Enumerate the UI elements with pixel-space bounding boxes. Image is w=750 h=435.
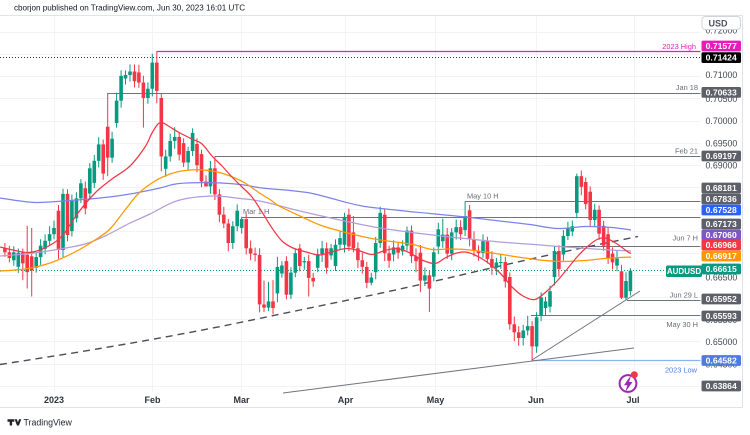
svg-text:0.70000: 0.70000 [706,116,738,126]
svg-text:0.69000: 0.69000 [706,160,738,170]
svg-text:Jun 7 H: Jun 7 H [673,234,698,243]
svg-text:0.72000: 0.72000 [706,25,738,35]
svg-text:May: May [427,395,445,405]
svg-text:0.70500: 0.70500 [706,94,738,104]
svg-text:USD: USD [709,18,729,28]
svg-text:May 10 H: May 10 H [467,192,499,201]
svg-text:Jun 29 L: Jun 29 L [670,291,698,300]
svg-text:0.67060: 0.67060 [706,230,737,240]
svg-text:May 30 H: May 30 H [666,320,698,329]
svg-text:0.65593: 0.65593 [706,311,737,321]
svg-text:Jul: Jul [626,395,639,405]
svg-text:2023 High: 2023 High [662,42,696,51]
svg-text:2023: 2023 [44,395,64,405]
svg-text:Mar: Mar [233,395,250,405]
svg-text:Feb 21: Feb 21 [675,147,698,156]
svg-text:Apr: Apr [338,395,354,405]
svg-text:0.71000: 0.71000 [706,70,738,80]
svg-text:0.65952: 0.65952 [706,294,737,304]
svg-text:0.69500: 0.69500 [706,138,738,148]
svg-text:0.66615: 0.66615 [706,264,737,274]
svg-text:Jan 18: Jan 18 [676,83,698,92]
svg-text:Feb: Feb [144,395,161,405]
svg-text:AUDUSD: AUDUSD [667,267,701,276]
svg-text:0.63864: 0.63864 [706,381,737,391]
svg-text:TradingView: TradingView [24,417,73,427]
svg-text:0.67836: 0.67836 [706,194,737,204]
svg-text:0.68181: 0.68181 [706,183,737,193]
svg-text:0.70633: 0.70633 [706,88,737,98]
svg-text:Mar 1 H: Mar 1 H [243,207,269,216]
svg-text:0.65000: 0.65000 [706,337,738,347]
svg-text:0.71424: 0.71424 [706,53,737,63]
svg-text:0.64582: 0.64582 [706,356,737,366]
svg-text:Jun: Jun [528,395,544,405]
svg-text:0.71577: 0.71577 [706,41,737,51]
svg-text:0.66500: 0.66500 [706,273,738,283]
svg-text:0.66917: 0.66917 [706,251,737,261]
svg-text:0.67528: 0.67528 [706,205,737,215]
svg-text:2023 Low: 2023 Low [665,366,698,375]
svg-text:0.67173: 0.67173 [706,219,737,229]
svg-text:0.69197: 0.69197 [706,151,737,161]
svg-text:0.66966: 0.66966 [706,240,737,250]
svg-text:cborjon published on TradingVi: cborjon published on TradingView.com, Ju… [14,4,245,13]
